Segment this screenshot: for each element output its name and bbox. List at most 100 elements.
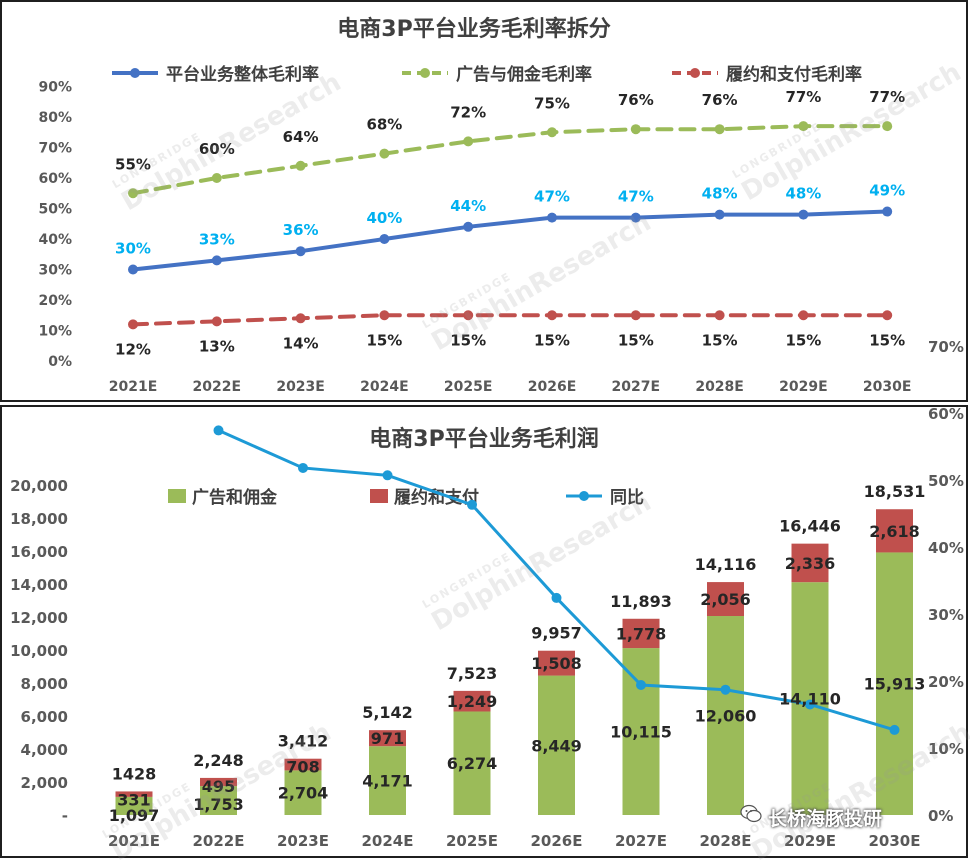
data-point bbox=[295, 313, 306, 324]
x-tick-label: 2023E bbox=[277, 832, 329, 850]
bar-segment bbox=[622, 618, 660, 649]
yoy-point bbox=[720, 684, 731, 695]
data-point bbox=[379, 310, 390, 321]
yoy-point bbox=[889, 724, 900, 735]
data-label: 47% bbox=[618, 188, 654, 206]
data-point bbox=[295, 160, 306, 171]
data-label: 76% bbox=[618, 91, 654, 109]
data-label: 48% bbox=[785, 185, 821, 203]
legend-label: 履约和支付毛利率 bbox=[726, 64, 862, 85]
gross-margin-line-chart: 电商3P平台业务毛利率拆分 0% 10% 20% 30% 40% 50% 60% 70% 80% 9… bbox=[38, 16, 911, 395]
yoy-point bbox=[467, 499, 477, 510]
data-label: 49% bbox=[869, 182, 905, 200]
legend-swatch bbox=[370, 489, 388, 503]
data-point bbox=[463, 136, 474, 147]
data-label: 68% bbox=[366, 116, 402, 134]
data-label: 30% bbox=[115, 240, 151, 258]
y-tick-label: 30% bbox=[38, 263, 72, 279]
y-tick-label: 70% bbox=[38, 141, 72, 157]
total-label: 14,116 bbox=[695, 555, 757, 574]
bar-segment bbox=[200, 786, 237, 815]
y-tick-label: 8,000 bbox=[21, 675, 68, 693]
x-tick-label: 2024E bbox=[362, 832, 414, 850]
y2-tick-label: 40% bbox=[928, 539, 964, 557]
y-tick-label: 4,000 bbox=[21, 741, 68, 759]
data-label: 47% bbox=[534, 188, 570, 206]
data-point bbox=[798, 209, 809, 220]
x-tick-label: 2024E bbox=[360, 379, 409, 395]
data-point bbox=[630, 212, 641, 223]
data-point bbox=[714, 124, 725, 135]
data-point bbox=[798, 310, 809, 321]
data-label: 15% bbox=[869, 331, 905, 349]
gross-margin-chart-panel bbox=[0, 0, 968, 402]
legend-label: 广告和佣金 bbox=[192, 487, 278, 508]
data-point bbox=[211, 316, 222, 327]
data-label: 4,171 bbox=[362, 772, 413, 791]
bar-segment bbox=[453, 690, 491, 712]
y2-tick-label: 0% bbox=[928, 807, 953, 825]
data-label: 15% bbox=[702, 331, 738, 349]
data-label: 1,249 bbox=[447, 692, 498, 711]
data-label: 2,056 bbox=[700, 590, 751, 609]
y-tick-label: 6,000 bbox=[21, 708, 68, 726]
y-tick-label: 40% bbox=[38, 232, 72, 248]
bar-segment bbox=[707, 582, 744, 617]
y-tick-label: - bbox=[62, 807, 68, 825]
total-label: 7,523 bbox=[447, 664, 498, 683]
y-tick-label: 0% bbox=[48, 354, 72, 370]
data-label: 12% bbox=[115, 340, 151, 358]
bar-segment bbox=[707, 616, 744, 815]
data-point bbox=[547, 127, 557, 138]
legend-label: 广告与佣金毛利率 bbox=[456, 64, 592, 85]
data-label: 2,336 bbox=[785, 554, 836, 573]
data-label: 44% bbox=[450, 197, 486, 215]
x-tick-label: 2028E bbox=[695, 379, 744, 395]
data-label: 13% bbox=[199, 337, 235, 355]
data-label: 6,274 bbox=[447, 754, 498, 773]
legend-label: 平台业务整体毛利率 bbox=[166, 64, 319, 85]
y2-tick-label: 70% bbox=[928, 338, 964, 356]
data-label: 15% bbox=[534, 331, 570, 349]
data-label: 15% bbox=[450, 331, 486, 349]
series-line bbox=[131, 209, 890, 272]
total-label: 2,248 bbox=[193, 751, 244, 770]
data-label: 77% bbox=[785, 88, 821, 106]
x-tick-label: 2022E bbox=[193, 832, 245, 850]
data-point bbox=[379, 148, 390, 159]
bar-segment bbox=[791, 543, 829, 583]
legend-marker bbox=[579, 491, 589, 501]
bar-segment bbox=[538, 675, 575, 815]
data-point bbox=[630, 310, 641, 321]
yoy-point bbox=[382, 470, 393, 481]
data-label: 15% bbox=[366, 331, 402, 349]
y-tick-label: 10,000 bbox=[10, 642, 68, 660]
x-tick-label: 2029E bbox=[779, 379, 828, 395]
total-label: 3,412 bbox=[278, 732, 329, 751]
bar-segment bbox=[200, 777, 237, 787]
data-point bbox=[882, 310, 893, 321]
x-tick-label: 2021E bbox=[108, 832, 160, 850]
footer-brand: 长桥海豚投研 bbox=[768, 808, 883, 830]
data-label: 40% bbox=[366, 209, 402, 227]
yoy-point bbox=[805, 699, 815, 710]
total-label: 18,531 bbox=[864, 482, 926, 501]
bar-segment bbox=[791, 582, 829, 815]
yoy-point bbox=[636, 680, 646, 691]
legend-label: 履约和支付 bbox=[394, 487, 479, 508]
data-label: 15% bbox=[618, 331, 654, 349]
data-label: 55% bbox=[115, 155, 151, 173]
data-label: 14% bbox=[283, 334, 319, 352]
data-label: 33% bbox=[199, 230, 235, 248]
y-tick-label: 80% bbox=[38, 110, 72, 126]
total-label: 16,446 bbox=[779, 517, 841, 536]
x-tick-label: 2030E bbox=[869, 832, 921, 850]
data-label: 75% bbox=[534, 94, 570, 112]
data-point bbox=[295, 246, 306, 257]
y2-tick-label: 30% bbox=[928, 606, 964, 624]
data-label: 1,753 bbox=[193, 795, 244, 814]
data-point bbox=[882, 121, 893, 132]
bar-segment bbox=[538, 650, 575, 676]
x-tick-label: 2028E bbox=[700, 832, 752, 850]
